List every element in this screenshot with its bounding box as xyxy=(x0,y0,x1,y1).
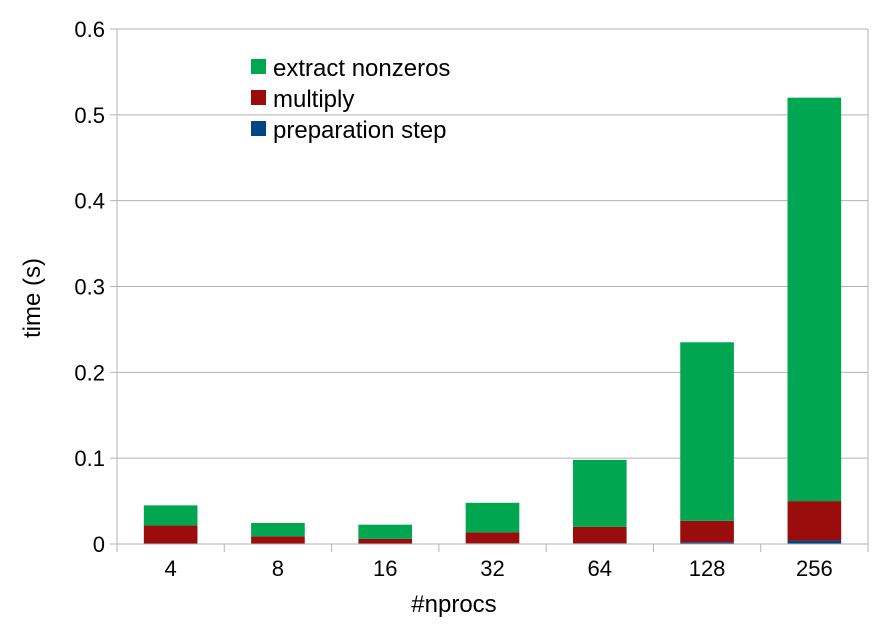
x-tick-label: 64 xyxy=(588,556,612,581)
bar-segment-multiply-32 xyxy=(465,532,520,544)
legend-label: extract nonzeros xyxy=(273,55,450,82)
bar-segment-extract-nonzeros-16 xyxy=(358,524,413,539)
bar-segment-multiply-16 xyxy=(358,538,413,544)
x-tick-labels: 4 8 16 32 64 128 256 xyxy=(165,556,833,581)
bars xyxy=(143,97,842,544)
x-tick-label: 32 xyxy=(480,556,504,581)
bar-segment-extract-nonzeros-4 xyxy=(143,505,198,526)
bar-segment-multiply-128 xyxy=(680,520,734,543)
bar-segment-preparation-step-128 xyxy=(680,542,734,544)
legend-swatch xyxy=(251,90,266,105)
x-tick-label: 8 xyxy=(272,556,284,581)
bar-segment-extract-nonzeros-32 xyxy=(465,502,520,533)
bar-segment-multiply-8 xyxy=(251,536,305,544)
y-tick-label: 0.4 xyxy=(74,189,105,214)
legend-swatch xyxy=(251,59,266,74)
bar-segment-extract-nonzeros-64 xyxy=(572,459,627,527)
legend: extract nonzeros multiply preparation step xyxy=(251,55,450,144)
x-tick-label: 128 xyxy=(689,556,726,581)
y-tick-labels: 0 0.1 0.2 0.3 0.4 0.5 0.6 xyxy=(74,17,105,557)
x-tick-label: 256 xyxy=(796,556,833,581)
y-tick-label: 0.2 xyxy=(74,360,105,385)
bar-segment-extract-nonzeros-256 xyxy=(787,97,842,502)
y-tick-label: 0.5 xyxy=(74,103,105,128)
legend-swatch xyxy=(251,121,266,136)
bar-segment-multiply-4 xyxy=(143,525,198,544)
bar-segment-extract-nonzeros-8 xyxy=(251,522,305,537)
x-tick-label: 16 xyxy=(373,556,397,581)
x-axis-title: #nprocs xyxy=(411,591,496,618)
y-axis-title: time (s) xyxy=(19,258,46,338)
y-tick-label: 0.3 xyxy=(74,275,105,300)
bar-segment-extract-nonzeros-128 xyxy=(680,342,734,521)
axes xyxy=(116,29,869,545)
legend-label: multiply xyxy=(273,86,354,113)
bar-segment-multiply-64 xyxy=(572,526,627,544)
x-tick-label: 4 xyxy=(165,556,177,581)
bar-segment-multiply-256 xyxy=(787,501,842,541)
legend-label: preparation step xyxy=(273,117,446,144)
y-tick-label: 0.6 xyxy=(74,17,105,42)
bar-segment-preparation-step-256 xyxy=(787,540,842,544)
gridlines xyxy=(110,28,869,552)
y-tick-label: 0 xyxy=(93,532,105,557)
y-tick-label: 0.1 xyxy=(74,446,105,471)
